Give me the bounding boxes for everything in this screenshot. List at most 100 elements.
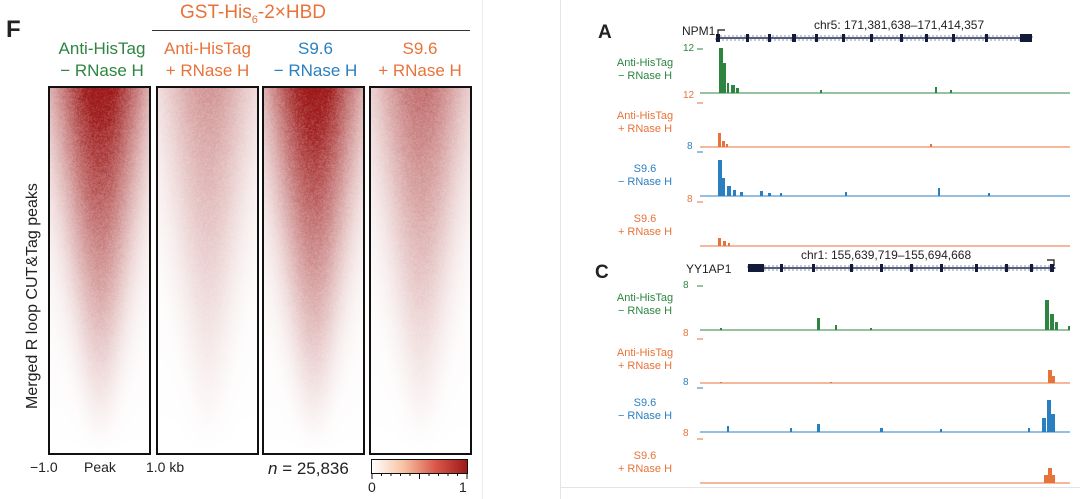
yy1ap1-gene-exon [812,264,815,272]
c-track-1-label: Anti-HisTag − RNase H [616,292,674,317]
a-track-4-peak [728,243,730,246]
a-track-3-label: S9.6− RNase H [617,163,673,188]
c-track-2-peak [720,382,722,383]
a-track-4-scale: 8 [687,194,693,205]
heatmap-canvas-3 [264,88,363,453]
npm1-gene-exon [952,34,955,42]
a-track-1-peak [820,90,822,93]
construct-title: GST-His6-2×HBD [180,2,326,26]
heatmap-2 [156,86,259,455]
c-track-1-peak [720,328,722,330]
a-track-3-peak [718,160,722,196]
panel-c-gene: YY1AP1 [686,262,732,276]
c-track-3-peak [727,426,729,432]
npm1-gene-exon [870,34,873,42]
colorbar-ticks [371,473,468,479]
c-track-3-peak [790,428,792,432]
a-track-2-peak [930,144,932,147]
c-track-1-peak [1055,322,1058,330]
heatmap-3 [262,86,365,455]
npm1-gene-exon [768,34,771,42]
npm1-gene-exon [842,34,845,42]
a-track-3-peak [768,193,771,196]
column-header-4-line2: + RNase H [378,61,462,80]
figure-divider-right [560,0,561,499]
yy1ap1-gene-exon [910,264,913,272]
c-track-2-peak [1052,376,1055,383]
yy1ap1-gene-exon [850,264,853,272]
c-track-1-scale: 8 [683,280,689,291]
a-track-1-peak [736,88,739,93]
c-track-2-scale: 8 [683,328,689,339]
construct-subscript: 6 [251,13,258,26]
yy1ap1-gene-exon [780,264,783,272]
npm1-gene-exon [925,34,928,42]
yy1ap1-gene-exon [1030,264,1033,272]
npm1-gene-exon [792,34,796,42]
construct-main: GST-His [180,2,252,23]
colorbar-max-label: 1 [459,479,467,495]
yy1ap1-gene-exon [940,264,943,272]
a-track-4-label: S9.6 + RNase H [617,213,673,238]
column-header-1-line2: − RNase H [60,61,144,80]
heatmap-1 [48,86,151,455]
c-track-3-peak [1042,418,1046,432]
c-track-1-peak [1068,326,1070,330]
a-track-1-peak [727,83,729,93]
c-track-2-label: Anti-HisTag + RNase H [616,347,674,372]
panel-a-coords: chr5: 171,381,638–171,414,357 [814,18,985,32]
c-track-3-peak [1047,400,1051,432]
c-track-4-peak [1044,475,1048,483]
c-track-4-label: S9.6 + RNase H [617,450,673,475]
a-track-3-peak [740,192,743,196]
npm1-gene-exon [1020,34,1032,42]
column-header-4-line1: S9.6 [402,39,438,58]
c-track-1-peak [835,325,837,330]
npm1-gene-exon [716,34,720,42]
a-track-1-peak [731,85,735,93]
peak-count: n = 25,836 [268,459,349,479]
a-track-2-peak [722,141,725,147]
column-header-3-line2: − RNase H [273,61,358,80]
heatmap-canvas-4 [371,88,470,453]
npm1-gene-exon [815,34,818,42]
peak-count-n: n [268,459,278,478]
a-track-3-peak [727,186,731,196]
figure-divider-left [482,0,483,499]
a-track-1-peak [719,48,723,93]
column-header-3: S9.6 − RNase H [263,38,368,82]
heatmap-canvas-1 [50,88,149,453]
c-track-1-peak [1045,300,1049,330]
a-track-3-peak [845,192,847,196]
a-track-3-peak [733,190,736,196]
c-track-3-peak [940,429,942,432]
c-track-2-peak [830,382,832,383]
a-track-3-peak [760,191,763,196]
figure-bottom-line [560,487,1080,488]
c-track-3-peak [1028,428,1030,432]
yy1ap1-gene-exon [748,264,764,272]
a-track-2-peak [726,144,728,147]
c-track-3-peak [817,424,820,432]
column-header-2-line2: + RNase H [165,61,250,80]
a-track-1-peak [723,63,726,93]
c-track-3-label: S9.6− RNase H [617,397,673,422]
npm1-gene-exon [746,34,749,42]
c-track-1-peak [1050,314,1054,330]
a-track-2-peak [718,133,721,147]
c-track-4-peak [1052,475,1055,483]
a-track-3-peak [938,188,940,196]
x-label-left: −1.0 [30,459,58,475]
c-track-3-scale: 8 [683,377,689,388]
a-track-1-scale: 12 [683,43,695,54]
a-track-1-peak [935,87,937,93]
c-track-2-peak [1048,370,1052,383]
a-track-4-peak [723,241,726,246]
column-header-2: Anti-HisTag + RNase H [150,38,265,82]
panel-a-gene: NPM1 [682,24,716,38]
column-header-4: S9.6 + RNase H [365,38,475,82]
a-track-2-label: Anti-HisTag + RNase H [616,110,674,135]
c-track-3-peak [1051,414,1055,432]
npm1-gene-exon [985,34,988,42]
